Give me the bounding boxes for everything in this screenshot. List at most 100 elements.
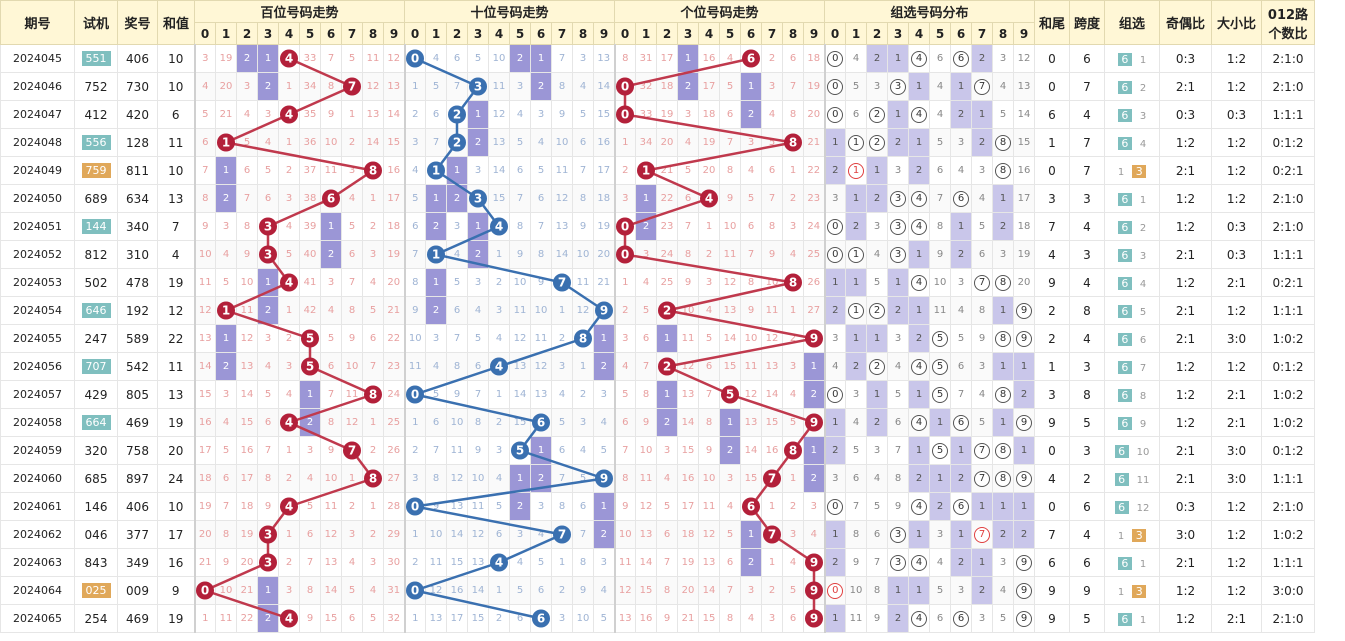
miss-value: 11: [555, 165, 569, 176]
miss-value: 17: [450, 613, 464, 624]
span-cell: 2: [1069, 464, 1105, 493]
hundreds-miss-cell: 8: [257, 464, 279, 493]
tens-miss-cell: 14: [467, 576, 489, 605]
tens-miss-cell: 4: [488, 212, 510, 241]
digit-header: 9: [383, 22, 405, 45]
odd-even-cell: 1:2: [1159, 184, 1212, 213]
hundreds-miss-cell: 4: [362, 268, 384, 297]
group3-miss: 10: [1136, 446, 1150, 458]
odd-even-cell: 1:2: [1159, 352, 1212, 381]
group-miss-cell: 1: [1013, 492, 1035, 521]
miss-value: 12: [639, 501, 653, 512]
prize-cell: 340: [117, 212, 158, 241]
units-miss-cell: 9: [803, 548, 825, 577]
miss-value: 1: [600, 333, 607, 344]
route-012-header: 012路 个数比: [1261, 0, 1315, 45]
hundreds-miss-cell: 3: [257, 240, 279, 269]
hundreds-miss-cell: 13: [362, 100, 384, 129]
miss-value: 14: [387, 109, 401, 120]
digit-header: 1: [635, 22, 657, 45]
sum-cell: 10: [157, 156, 195, 185]
group-miss-cell: 7: [971, 520, 993, 549]
miss-value: 12: [345, 417, 359, 428]
miss-value: 5: [873, 277, 881, 288]
miss-value: 4: [516, 109, 524, 120]
miss-value: 2: [453, 193, 461, 204]
group-digit-circle: 1: [848, 246, 864, 263]
hundreds-miss-cell: 4: [278, 212, 300, 241]
tens-miss-cell: 7: [530, 212, 552, 241]
group-miss-cell: 4: [992, 576, 1014, 605]
units-miss-cell: 20: [698, 156, 720, 185]
miss-value: 6: [726, 557, 734, 568]
tens-miss-cell: 8: [425, 464, 447, 493]
miss-value: 9: [306, 613, 314, 624]
units-miss-cell: 4: [656, 464, 678, 493]
miss-value: 5: [222, 445, 230, 456]
miss-value: 1: [873, 333, 881, 344]
route-012-cell: 1:1:1: [1261, 296, 1315, 325]
miss-value: 1: [264, 53, 272, 64]
miss-value: 9: [894, 501, 902, 512]
group-digit-circle: 2: [869, 302, 885, 319]
group-miss-cell: 7: [971, 72, 993, 101]
hundreds-miss-cell: 8: [341, 296, 363, 325]
hundreds-miss-cell: 40: [299, 240, 321, 269]
miss-value: 5: [684, 165, 692, 176]
group-digit-circle: 6: [953, 190, 969, 207]
group-miss-cell: 1: [992, 352, 1014, 381]
units-miss-cell: 11: [677, 324, 699, 353]
tens-miss-cell: 5: [572, 100, 594, 129]
trial-number: 412: [84, 107, 108, 122]
units-miss-cell: 12: [698, 520, 720, 549]
miss-value: 3: [495, 305, 503, 316]
table-row: 2024047412420652143435911314262112439515…: [0, 100, 1315, 129]
miss-value: 10: [198, 249, 212, 260]
period-header[interactable]: 期号: [0, 0, 75, 45]
tens-miss-cell: 3: [551, 352, 573, 381]
miss-value: 1: [558, 557, 566, 568]
hundreds-miss-cell: 1: [215, 324, 237, 353]
units-miss-cell: 3: [740, 576, 762, 605]
tens-miss-cell: 1: [403, 72, 426, 101]
units-miss-cell: 5: [782, 576, 804, 605]
tens-miss-cell: 2: [446, 100, 468, 129]
miss-value: 7: [327, 389, 335, 400]
miss-value: 9: [642, 417, 650, 428]
digit-header: 8: [782, 22, 804, 45]
hundreds-miss-cell: 6: [257, 408, 279, 437]
miss-value: 2: [412, 109, 419, 120]
miss-value: 4: [684, 137, 692, 148]
miss-value: 16: [450, 585, 464, 596]
miss-value: 7: [558, 53, 566, 64]
hundreds-miss-cell: 8: [320, 408, 342, 437]
miss-value: 3: [264, 333, 272, 344]
sum-cell: 16: [157, 548, 195, 577]
units-miss-cell: 5: [613, 380, 636, 409]
miss-value: 11: [765, 305, 779, 316]
trial-cell: 046: [74, 520, 118, 549]
miss-value: 14: [765, 389, 779, 400]
miss-value: 33: [639, 109, 653, 120]
miss-value: 13: [597, 53, 611, 64]
miss-value: 23: [807, 193, 821, 204]
tens-miss-cell: 8: [509, 212, 531, 241]
units-miss-cell: 8: [613, 44, 636, 73]
miss-value: 1: [999, 193, 1007, 204]
miss-value: 10: [618, 529, 632, 540]
group-miss-cell: 6: [866, 520, 888, 549]
miss-value: 6: [348, 613, 356, 624]
hundreds-miss-cell: 7: [341, 436, 363, 465]
miss-value: 15: [1017, 137, 1031, 148]
hundreds-miss-cell: 3: [320, 268, 342, 297]
miss-value: 4: [412, 165, 419, 176]
units-miss-cell: 13: [740, 408, 762, 437]
miss-value: 15: [450, 557, 464, 568]
miss-value: 16: [639, 613, 653, 624]
miss-value: 12: [240, 333, 254, 344]
hundreds-miss-cell: 5: [362, 296, 384, 325]
miss-value: 2: [348, 501, 356, 512]
digit-header: 3: [467, 22, 489, 45]
miss-value: 17: [597, 165, 611, 176]
